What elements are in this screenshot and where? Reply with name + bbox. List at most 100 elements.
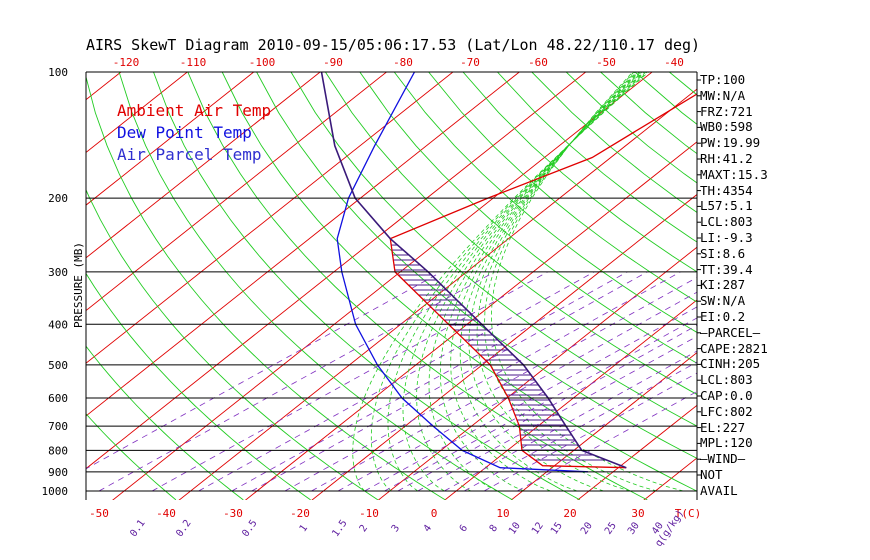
stat-item: FRZ:721	[700, 103, 753, 119]
dry-adiabat-line	[86, 75, 446, 500]
mixing-ratio-tick-label: 15	[549, 520, 565, 536]
dry-adiabat-line	[841, 72, 870, 500]
isotherm-line	[86, 72, 388, 312]
stat-item: CINH:205	[700, 356, 761, 372]
isotherm-line	[86, 72, 521, 417]
mixing-ratio-line	[464, 361, 697, 492]
moist-adiabat-line	[468, 72, 637, 492]
dry-adiabat-line	[86, 345, 244, 500]
dry-adiabat-line	[187, 72, 648, 500]
pressure-tick-label: 500	[48, 359, 68, 372]
stat-item: PW:19.99	[700, 135, 761, 151]
stat-item: SW:N/A	[700, 293, 746, 309]
pressure-tick-label: 1000	[42, 485, 69, 498]
legend-dewpoint: Dew Point Temp	[117, 123, 252, 142]
bottom-temp-tick-label: T(C)	[675, 507, 702, 520]
mixing-ratio-line	[198, 271, 595, 492]
dewpoint-line	[336, 72, 589, 473]
dry-adiabat-line	[86, 272, 311, 500]
isotherm-line	[510, 352, 697, 500]
stat-item: LCL:803	[700, 372, 753, 388]
moist-adiabat-line	[387, 72, 647, 492]
moist-adiabat-line	[484, 72, 657, 492]
stat-item: WB0:598	[700, 119, 753, 135]
mixing-ratio-tick-label: 3	[390, 523, 402, 534]
stat-item: –WIND–	[700, 451, 746, 467]
legend-ambient: Ambient Air Temp	[117, 101, 272, 120]
bottom-temp-tick-label: -30	[223, 507, 243, 520]
bottom-temp-tick-label: -20	[290, 507, 310, 520]
isotherm-line	[311, 193, 697, 500]
isotherm-line	[829, 52, 870, 511]
mixing-ratio-tick-label: 0.5	[240, 518, 259, 539]
mixing-ratio-tick-label: 1.5	[330, 518, 349, 539]
dry-adiabat-line	[359, 72, 697, 364]
dry-adiabat-line	[118, 72, 513, 500]
stat-item: MAXT:15.3	[700, 166, 768, 182]
dry-adiabat-line	[86, 413, 177, 500]
stat-item: –PARCEL–	[700, 324, 761, 340]
isotherm-line	[0, 52, 80, 511]
ambient-temp-line	[389, 93, 697, 469]
mixing-ratio-line	[284, 271, 681, 492]
mixing-ratio-tick-label: 2	[358, 523, 370, 534]
top-temp-tick-label: -90	[323, 56, 343, 69]
isotherm-line	[86, 72, 454, 364]
dry-adiabat-line	[773, 72, 870, 500]
stat-item: TH:4354	[700, 182, 753, 198]
moist-adiabat-line	[450, 72, 640, 492]
dry-adiabat-line	[153, 72, 581, 500]
stat-item: L57:5.1	[700, 198, 753, 214]
isotherm-line	[86, 72, 189, 154]
stat-item: MW:N/A	[700, 87, 746, 103]
isotherm-line	[0, 52, 13, 511]
isotherm-line	[86, 72, 255, 206]
pressure-tick-label: 200	[48, 192, 68, 205]
dry-adiabat-line	[256, 72, 697, 459]
pressure-tick-label: 700	[48, 420, 68, 433]
isotherm-line	[112, 72, 653, 500]
dry-adiabat-line	[497, 72, 697, 243]
bottom-temp-tick-label: 10	[496, 507, 509, 520]
sounding-stats: TP:100 MW:N/A FRZ:721 WB0:598 PW:19.99 R…	[700, 72, 768, 499]
y-axis-label: PRESSURE (MB)	[72, 242, 85, 328]
mixing-ratio-line	[337, 291, 697, 492]
isotherm-line	[763, 52, 870, 511]
mixing-ratio-tick-label: 20	[579, 520, 595, 536]
top-temp-tick-label: -40	[664, 56, 684, 69]
isotherm-line	[86, 72, 587, 470]
isotherm-line	[377, 246, 697, 500]
mixing-ratio-tick-label: 12	[530, 520, 546, 536]
mixing-ratio-line	[151, 271, 548, 492]
isotherm-line	[576, 404, 697, 500]
bottom-temp-tick-label: -40	[156, 507, 176, 520]
dry-adiabat-line	[86, 188, 379, 500]
top-temp-tick-label: -110	[180, 56, 207, 69]
moist-adiabat-line	[370, 72, 648, 492]
stat-item: AVAIL	[700, 482, 738, 498]
isotherm-line	[444, 299, 697, 500]
top-temp-tick-label: -100	[249, 56, 276, 69]
bottom-temp-tick-label: 30	[631, 507, 644, 520]
dry-adiabat-line	[428, 72, 697, 303]
mixing-ratio-line	[364, 306, 697, 492]
mixing-ratio-tick-label: 6	[458, 523, 470, 534]
mixing-ratio-line	[98, 271, 495, 492]
top-temp-tick-label: -120	[113, 56, 140, 69]
mixing-ratio-tick-label: 8	[488, 523, 500, 534]
dry-adiabat-line	[807, 72, 870, 500]
stat-item: EL:227	[700, 419, 746, 435]
mixing-ratio-tick-label: 1	[298, 523, 310, 534]
stat-item: MPL:120	[700, 435, 753, 451]
chart-title: AIRS SkewT Diagram 2010-09-15/05:06:17.5…	[86, 36, 701, 54]
dry-adiabat-line	[221, 72, 697, 492]
bottom-temp-tick-label: -50	[89, 507, 109, 520]
stat-item: CAP:0.0	[700, 387, 753, 403]
moist-adiabat-line	[352, 72, 649, 492]
mixing-ratio-line	[483, 372, 697, 492]
plot-area	[0, 52, 870, 511]
mixing-ratio-tick-label: 25	[603, 520, 619, 536]
moist-adiabat-line	[490, 72, 684, 492]
mixing-ratio-line	[86, 271, 442, 470]
